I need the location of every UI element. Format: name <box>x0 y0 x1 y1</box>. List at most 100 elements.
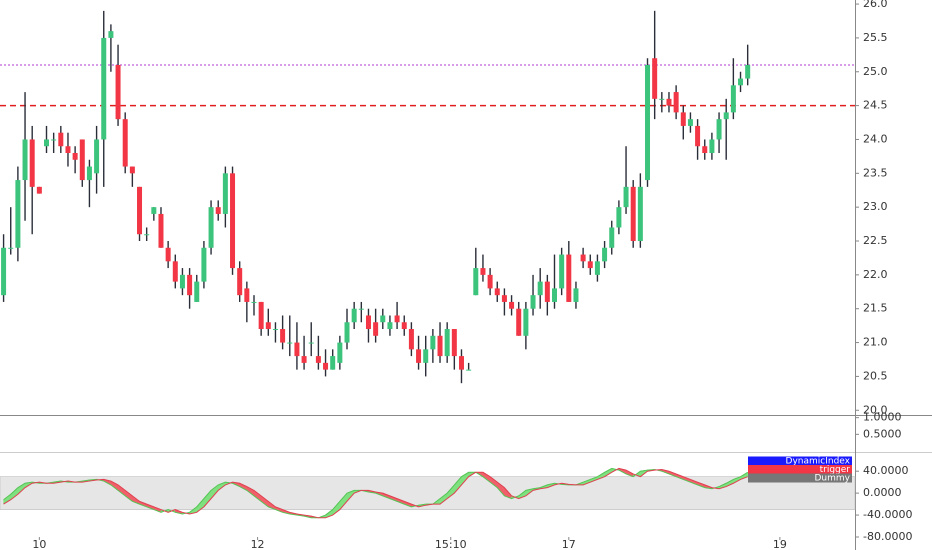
candle-body <box>8 247 14 249</box>
candle-body <box>594 261 600 275</box>
candle-body <box>637 186 643 242</box>
candle-body <box>244 288 250 302</box>
x-tick-label: 17 <box>562 538 576 550</box>
candle-body <box>401 322 407 330</box>
candles <box>1 10 751 384</box>
candle-body <box>265 322 271 330</box>
y-tick-label: 23.0 <box>863 200 888 213</box>
candle-body <box>351 308 357 323</box>
candle-body <box>602 247 608 262</box>
candle-body <box>416 349 422 363</box>
y-tick-label: 20.0 <box>863 403 888 416</box>
indicator-line <box>3 467 748 519</box>
candle-body <box>222 173 228 214</box>
candle-body <box>544 281 550 302</box>
y-tick-label: 24.0 <box>863 132 888 145</box>
legend-swatch <box>748 456 852 466</box>
candle-body <box>609 227 615 248</box>
candle-body <box>723 112 729 120</box>
candle-body <box>344 322 350 343</box>
candle-body <box>559 254 565 289</box>
candle-body <box>473 268 479 296</box>
legend-swatch <box>748 465 852 474</box>
candle-body <box>666 98 672 106</box>
candle-body <box>86 166 92 181</box>
candle-body <box>315 356 321 363</box>
candle-body <box>630 186 636 242</box>
indicator-line <box>3 467 748 519</box>
candle-body <box>509 301 515 309</box>
candle-body <box>480 268 486 275</box>
candle-body <box>137 186 143 235</box>
y-tick-label: 20.5 <box>863 369 888 382</box>
candle-body <box>587 261 593 269</box>
candle-body <box>566 254 572 302</box>
candle-body <box>337 342 343 363</box>
candle-body <box>251 301 257 303</box>
candle-body <box>79 139 85 181</box>
candle-body <box>494 288 500 296</box>
x-tick-label: 19 <box>773 538 787 550</box>
y-tick-label: 22.0 <box>863 268 888 281</box>
candle-body <box>122 119 128 167</box>
candle-body <box>516 308 522 336</box>
y-tick-label: 25.0 <box>863 65 888 78</box>
y-tick-label: 24.5 <box>863 99 888 112</box>
candle-body <box>365 315 371 330</box>
legend-label: DynamicIndex <box>786 457 851 467</box>
candle-body <box>673 92 679 113</box>
y-tick-label: 26.0 <box>863 0 888 10</box>
y-tick-label: 22.5 <box>863 234 888 247</box>
candle-body <box>709 139 715 154</box>
y-tick-label: 21.5 <box>863 302 888 315</box>
candle-body <box>158 213 164 248</box>
candle-body <box>201 247 207 282</box>
candle-body <box>323 362 329 370</box>
candle-body <box>208 207 214 248</box>
candle-body <box>358 308 364 310</box>
candle-body <box>745 64 751 79</box>
legend-label: Dummy <box>815 474 851 484</box>
candle-body <box>115 64 121 120</box>
candle-body <box>387 322 393 330</box>
y-tick-label: -40.0000 <box>863 508 912 521</box>
candle-body <box>444 329 450 357</box>
candle-body <box>458 356 464 370</box>
candle-body <box>51 139 57 141</box>
candle-body <box>151 207 157 214</box>
candle-body <box>408 329 414 350</box>
candle-body <box>72 153 78 160</box>
candle-body <box>380 315 386 323</box>
candle-body <box>616 207 622 228</box>
candle-body <box>530 295 536 309</box>
candle-body <box>645 64 651 181</box>
candle-body <box>272 329 278 331</box>
candle-body <box>58 132 64 147</box>
candle-body <box>280 329 286 343</box>
candle-body <box>258 301 264 330</box>
candle-body <box>394 315 400 323</box>
x-tick-label: 10 <box>32 538 46 550</box>
candle-body <box>165 247 171 262</box>
candle-body <box>580 254 586 262</box>
candle-body <box>330 356 336 370</box>
candle-body <box>237 268 243 296</box>
candle-body <box>738 78 744 86</box>
candle-body <box>215 207 221 214</box>
y-tick-label: 25.5 <box>863 31 888 44</box>
y-tick-label: 23.5 <box>863 166 888 179</box>
candle-body <box>287 342 293 344</box>
candle-body <box>172 261 178 282</box>
candle-body <box>301 356 307 363</box>
candle-body <box>623 186 629 208</box>
y-tick-label: 0.5000 <box>863 427 902 440</box>
y-tick-label: 0.0000 <box>863 486 902 499</box>
legend-label: trigger <box>820 465 851 475</box>
y-tick-label: 21.0 <box>863 336 888 349</box>
candle-body <box>730 85 736 113</box>
x-tick-label: 15:10 <box>435 538 467 550</box>
candle-body <box>179 274 185 289</box>
candle-body <box>523 308 529 336</box>
candle-body <box>101 37 107 140</box>
